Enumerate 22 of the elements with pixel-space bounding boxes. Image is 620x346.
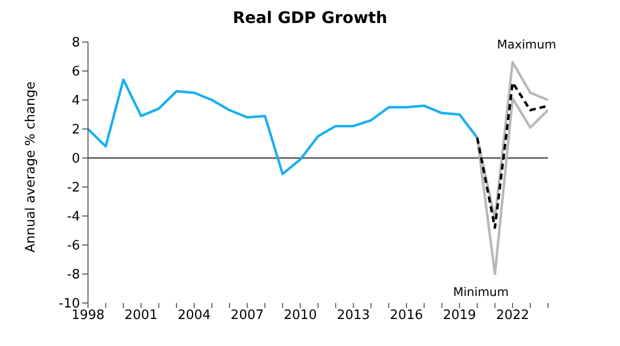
y-tick-label: 0 [72, 152, 80, 167]
y-tick-label: -8 [67, 268, 80, 283]
y-tick-label: 4 [72, 94, 80, 109]
y-tick-label: 8 [72, 36, 80, 51]
x-tick-label: 1998 [71, 308, 105, 324]
x-tick-label: 2019 [442, 308, 476, 324]
x-tick-label: 2013 [336, 308, 370, 324]
x-tick-label: 2022 [496, 308, 530, 324]
series-label: Maximum [497, 37, 556, 52]
x-tick-label: 2016 [390, 308, 424, 324]
y-tick-label: -6 [67, 238, 80, 254]
y-tick-label: 6 [72, 64, 80, 80]
y-tick-label: 2 [72, 122, 80, 138]
x-tick-label: 2004 [178, 308, 211, 324]
series-label: Minimum [453, 285, 509, 299]
y-axis-title: Annual average % change [24, 82, 39, 252]
chart-title: Real GDP Growth [232, 8, 388, 29]
x-tick-label: 2001 [124, 308, 158, 324]
y-tick-label: -2 [67, 180, 80, 196]
x-tick-label: 2010 [284, 308, 317, 324]
y-tick-label: -4 [67, 210, 80, 225]
x-tick-label: 2007 [230, 308, 264, 324]
